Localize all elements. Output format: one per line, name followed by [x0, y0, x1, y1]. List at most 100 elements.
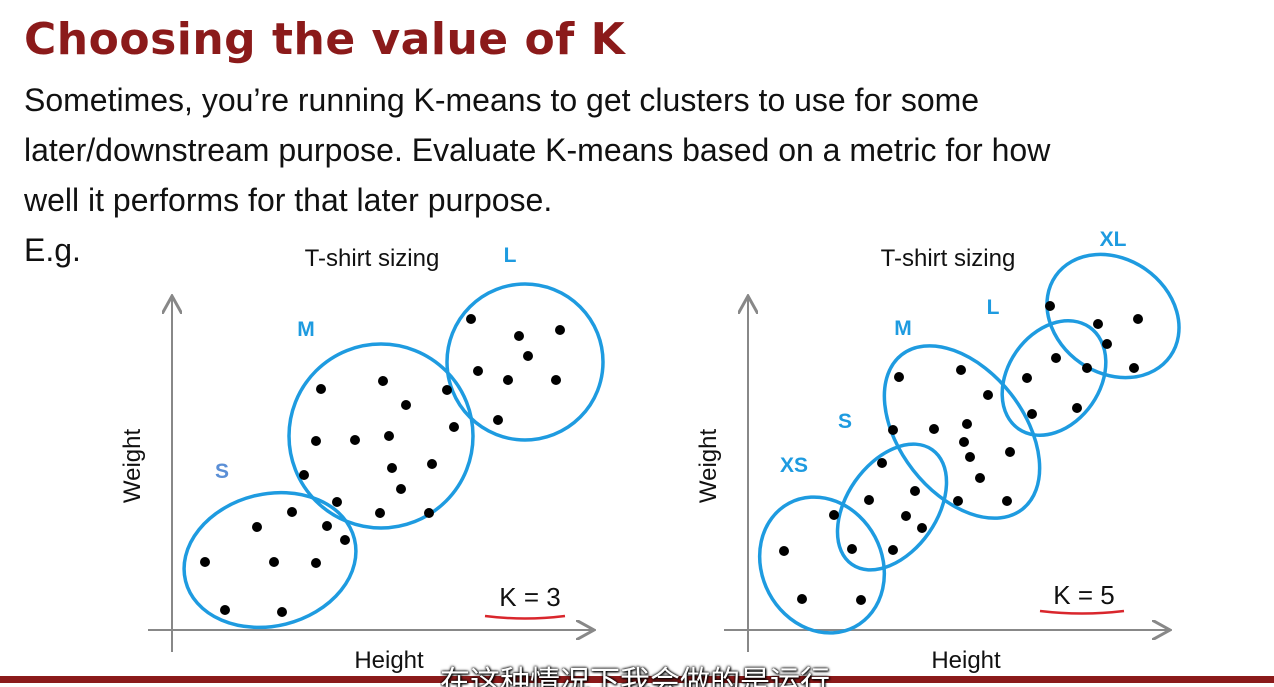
data-point: [877, 458, 887, 468]
data-point: [442, 385, 452, 395]
data-point: [1002, 496, 1012, 506]
data-point: [1093, 319, 1103, 329]
data-point: [1129, 363, 1139, 373]
plot-right-ylabel: Weight: [695, 429, 722, 504]
data-point: [401, 400, 411, 410]
data-point: [311, 436, 321, 446]
data-point: [220, 605, 230, 615]
cluster-label-right-s: S: [838, 410, 852, 433]
k-label-left: K = 3: [499, 582, 560, 612]
cluster-label-left-m: M: [297, 318, 315, 341]
body-line-3: well it performs for that later purpose.: [24, 182, 553, 218]
data-point: [1133, 314, 1143, 324]
body-line-2: later/downstream purpose. Evaluate K-mea…: [24, 132, 1051, 168]
data-point: [797, 594, 807, 604]
plot-left-xlabel: Height: [354, 647, 424, 674]
data-point: [959, 437, 969, 447]
data-point: [277, 607, 287, 617]
data-point: [375, 508, 385, 518]
data-point: [779, 546, 789, 556]
points-left: [200, 314, 565, 617]
data-point: [378, 376, 388, 386]
k-label-right: K = 5: [1053, 580, 1114, 610]
data-point: [396, 484, 406, 494]
cluster-right-xs: [757, 495, 887, 635]
data-point: [384, 431, 394, 441]
data-point: [269, 557, 279, 567]
plot-right-xlabel: Height: [931, 647, 1001, 674]
k-underline-right: [1039, 609, 1125, 615]
cluster-right-s: [835, 442, 949, 572]
data-point: [1072, 403, 1082, 413]
data-point: [427, 459, 437, 469]
video-subtitle: 在这种情况下我会做的是运行: [440, 665, 830, 687]
data-point: [287, 507, 297, 517]
data-point: [252, 522, 262, 532]
cluster-right-xl: [1045, 252, 1181, 380]
data-point: [523, 351, 533, 361]
data-point: [449, 422, 459, 432]
data-point: [1027, 409, 1037, 419]
data-point: [953, 496, 963, 506]
data-point: [888, 545, 898, 555]
data-point: [965, 452, 975, 462]
data-point: [983, 390, 993, 400]
data-point: [864, 495, 874, 505]
data-point: [856, 595, 866, 605]
data-point: [299, 470, 309, 480]
data-point: [424, 508, 434, 518]
cluster-left-s: [182, 490, 358, 630]
data-point: [503, 375, 513, 385]
data-point: [350, 435, 360, 445]
footer-bar: [0, 676, 1274, 683]
data-point: [340, 535, 350, 545]
plot-left-title: T-shirt sizing: [305, 245, 440, 272]
plot-right-title: T-shirt sizing: [881, 245, 1016, 272]
data-point: [473, 366, 483, 376]
cluster-label-right-xs: XS: [780, 454, 808, 477]
data-point: [1082, 363, 1092, 373]
data-point: [910, 486, 920, 496]
data-point: [493, 415, 503, 425]
data-point: [962, 419, 972, 429]
cluster-label-right-xl: XL: [1100, 228, 1127, 251]
data-point: [829, 510, 839, 520]
data-point: [956, 365, 966, 375]
data-point: [917, 523, 927, 533]
data-point: [929, 424, 939, 434]
plot-right: T-shirt sizing Height Weight XS S M L XL: [695, 228, 1181, 674]
plot-left-ylabel: Weight: [119, 429, 146, 504]
cluster-label-left-s: S: [215, 460, 229, 483]
cluster-right-l: [1000, 319, 1108, 437]
slide-title: Choosing the value of K: [24, 14, 626, 65]
data-point: [311, 558, 321, 568]
body-line-1: Sometimes, you’re running K-means to get…: [24, 82, 980, 118]
points-right: [779, 301, 1143, 605]
data-point: [888, 425, 898, 435]
data-point: [1005, 447, 1015, 457]
data-point: [901, 511, 911, 521]
plot-left: T-shirt sizing Height Weight S M L: [119, 244, 605, 674]
cluster-label-left-l: L: [504, 244, 517, 267]
data-point: [975, 473, 985, 483]
data-point: [551, 375, 561, 385]
data-point: [1045, 301, 1055, 311]
cluster-label-right-m: M: [894, 317, 912, 340]
data-point: [387, 463, 397, 473]
cluster-left-l: [445, 282, 605, 442]
body-line-eg: E.g.: [24, 232, 81, 268]
data-point: [200, 557, 210, 567]
data-point: [555, 325, 565, 335]
k-underline-left: [484, 614, 566, 620]
data-point: [316, 384, 326, 394]
data-point: [847, 544, 857, 554]
data-point: [514, 331, 524, 341]
data-point: [322, 521, 332, 531]
data-point: [1022, 373, 1032, 383]
cluster-label-right-l: L: [987, 296, 1000, 319]
data-point: [894, 372, 904, 382]
data-point: [466, 314, 476, 324]
data-point: [332, 497, 342, 507]
data-point: [1102, 339, 1112, 349]
cluster-left-m: [287, 342, 475, 530]
